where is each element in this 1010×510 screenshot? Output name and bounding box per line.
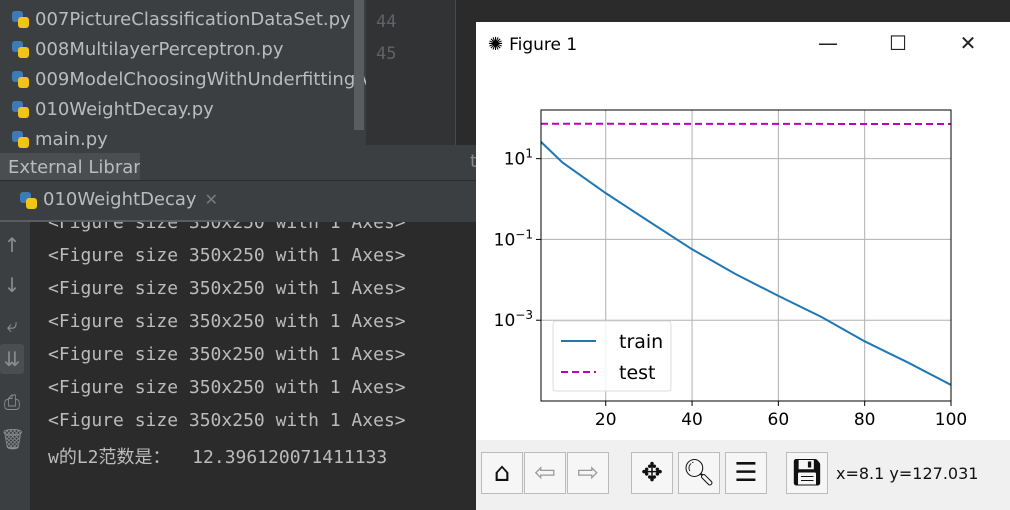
python-file-icon xyxy=(10,69,30,89)
back-icon[interactable]: ⇦ xyxy=(524,452,566,494)
configure-subplots-icon[interactable]: ☰ xyxy=(725,452,767,494)
x-tick-label: 40 xyxy=(681,410,703,430)
axes-frame xyxy=(540,109,952,402)
zoom-icon[interactable]: 🔍︎ xyxy=(678,452,720,494)
python-file-icon xyxy=(10,99,30,119)
tree-scrollbar[interactable] xyxy=(354,0,364,130)
scroll-to-end-icon[interactable]: ⇊ xyxy=(0,344,24,374)
python-file-icon xyxy=(10,9,30,29)
editor-tab-strip: t xyxy=(366,145,477,180)
coords-readout: x=8.1 y=127.031 xyxy=(836,464,979,483)
tab-underline xyxy=(0,220,235,223)
save-icon[interactable]: 💾︎ xyxy=(786,452,828,494)
tree-item-file[interactable]: 010WeightDecay.py xyxy=(10,94,366,124)
tree-item-file[interactable]: 008MultilayerPerceptron.py xyxy=(10,34,366,64)
x-tick-label: 20 xyxy=(595,410,617,430)
console-line: <Figure size 350x250 with 1 Axes> xyxy=(48,344,406,365)
tree-item-file[interactable]: main.py xyxy=(10,124,366,154)
home-icon[interactable]: ⌂ xyxy=(481,452,523,494)
tree-item-file[interactable]: 009ModelChoosingWithUnderfittingA xyxy=(10,64,366,94)
plot-canvas[interactable]: 20 40 60 80 100 101 10−1 10−3 train test xyxy=(476,67,1004,440)
line-number: 44 xyxy=(376,12,397,32)
y-tick-label: 10−3 xyxy=(494,308,533,331)
figure-window: ✺ Figure 1 — ☐ ✕ 20 40 60 80 100 101 10−1 10−3 t… xyxy=(476,22,1010,510)
console-output[interactable]: <Figure size 350x250 with 1 Axes> <Figure… xyxy=(30,222,476,510)
run-tab[interactable]: 010WeightDecay ✕ xyxy=(18,189,218,210)
console-line: w的L2范数是： 12.396120071411133 xyxy=(48,447,388,468)
matplotlib-logo-icon: ✺ xyxy=(488,34,504,55)
x-tick-label: 60 xyxy=(768,410,790,430)
close-tab-icon[interactable]: ✕ xyxy=(204,190,218,209)
python-file-icon xyxy=(10,129,30,149)
figure-title: Figure 1 xyxy=(509,34,578,55)
console-line: <Figure size 350x250 with 1 Axes> xyxy=(48,222,406,233)
project-tree: 007PictureClassificationDataSet.py 008Mul… xyxy=(0,0,366,181)
series-train xyxy=(540,141,952,386)
console-line: <Figure size 350x250 with 1 Axes> xyxy=(48,245,406,266)
close-button[interactable]: ✕ xyxy=(959,31,977,55)
y-tick-label: 10−1 xyxy=(494,227,533,250)
tree-item-external-libraries[interactable]: External Libraries xyxy=(0,153,140,181)
figure-titlebar: ✺ Figure 1 — ☐ ✕ xyxy=(476,22,1010,67)
console-line: <Figure size 350x250 with 1 Axes> xyxy=(48,377,406,398)
maximize-button[interactable]: ☐ xyxy=(889,31,907,55)
arrow-down-icon[interactable]: ↓ xyxy=(3,273,21,297)
minimize-button[interactable]: — xyxy=(818,31,838,55)
run-tab-bar: 010WeightDecay ✕ xyxy=(0,180,476,223)
y-tick-label: 101 xyxy=(504,147,533,170)
trash-icon[interactable]: 🗑 xyxy=(0,427,26,451)
pan-icon[interactable]: ✥ xyxy=(631,452,673,494)
x-tick-label: 100 xyxy=(935,410,967,430)
run-tab-label: 010WeightDecay xyxy=(43,189,197,210)
legend-label: test xyxy=(619,362,656,384)
tree-item-file[interactable]: 007PictureClassificationDataSet.py xyxy=(10,4,366,34)
console-line: <Figure size 350x250 with 1 Axes> xyxy=(48,278,406,299)
legend-label: train xyxy=(619,331,663,353)
print-icon[interactable]: ⎙ xyxy=(4,390,20,414)
legend xyxy=(552,320,672,392)
x-tick-label: 80 xyxy=(854,410,876,430)
figure-toolbar: ⌂ ⇦ ⇨ ✥ 🔍︎ ☰ 💾︎ x=8.1 y=127.031 xyxy=(476,440,1010,510)
arrow-up-icon[interactable]: ↑ xyxy=(3,233,21,257)
console-line: <Figure size 350x250 with 1 Axes> xyxy=(48,311,406,332)
forward-icon[interactable]: ⇨ xyxy=(567,452,609,494)
console-line: <Figure size 350x250 with 1 Axes> xyxy=(48,410,406,431)
run-sidebar: ↑ ↓ ⤶ ⇊ ⎙ 🗑 xyxy=(0,222,30,510)
python-file-icon xyxy=(10,39,30,59)
python-icon xyxy=(18,190,38,210)
loss-chart: 20 40 60 80 100 101 10−1 10−3 train test xyxy=(494,109,967,430)
soft-wrap-icon[interactable]: ⤶ xyxy=(6,313,18,337)
line-number: 45 xyxy=(376,44,397,64)
editor-gutter: 44 45 xyxy=(366,0,456,145)
